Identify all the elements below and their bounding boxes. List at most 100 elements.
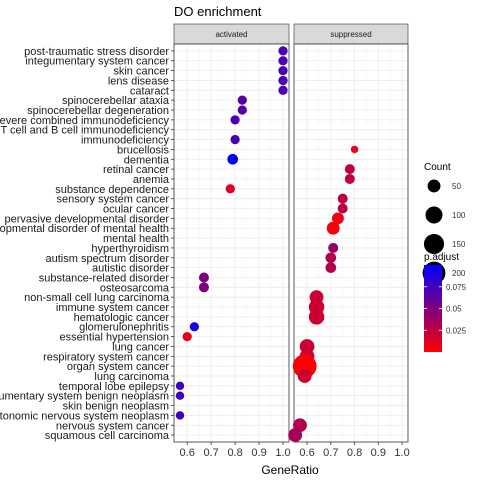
data-point	[227, 153, 239, 165]
y-tick-label: organ system cancer	[67, 361, 169, 373]
count-legend-key	[423, 233, 445, 255]
x-tick-label: 0.6	[299, 447, 314, 459]
data-point	[175, 381, 185, 391]
data-point	[237, 105, 247, 115]
x-tick-label: 0.6	[180, 447, 195, 459]
y-tick-label: substance dependence	[55, 184, 169, 196]
y-tick-label: respiratory system cancer	[43, 351, 169, 363]
y-tick-label: developmental disorder of mental health	[0, 223, 169, 235]
data-point	[182, 331, 192, 342]
y-tick-label: autistic disorder	[92, 263, 169, 275]
x-tick-label: 0.7	[203, 447, 218, 459]
data-point	[230, 115, 240, 125]
chart-title: DO enrichment	[174, 4, 262, 19]
y-tick-label: lens disease	[108, 75, 169, 87]
count-legend-key	[425, 206, 443, 224]
count-legend-label: 150	[452, 240, 466, 249]
y-tick-label: immunodeficiency	[81, 135, 170, 147]
count-legend-label: 200	[452, 269, 466, 278]
y-tick-label: mental health	[103, 233, 169, 245]
facet-strip-label: activated	[215, 30, 247, 39]
data-point	[175, 411, 185, 420]
y-tick-label: non-small cell lung carcinoma	[24, 292, 170, 304]
y-tick-label: integumentary system benign neoplasm	[0, 391, 169, 403]
y-tick-label: pervasive developmental disorder	[5, 213, 170, 225]
y-tick-label: hematologic cancer	[74, 312, 170, 324]
data-point	[288, 428, 303, 443]
data-point	[337, 203, 348, 214]
y-tick-label: integumentary system cancer	[25, 56, 169, 68]
y-tick-label: essential hypertension	[60, 332, 169, 344]
y-tick-label: autism spectrum disorder	[46, 253, 170, 265]
y-tick-label: dementia	[124, 154, 170, 166]
data-point	[325, 262, 337, 273]
y-tick-label: spinocerebellar ataxia	[62, 95, 170, 107]
x-tick-label: 0.9	[251, 447, 266, 459]
y-tick-label: cataract	[130, 85, 169, 97]
y-tick-label: skin benign neoplasm	[63, 401, 169, 413]
y-tick-label: temporal lobe epilepsy	[59, 381, 170, 393]
panel-border	[293, 43, 409, 443]
y-tick-label: glomerulonephritis	[79, 322, 169, 334]
data-point	[230, 134, 240, 145]
y-tick-label: substance-related disorder	[39, 272, 170, 284]
x-tick-label: 0.8	[347, 447, 362, 459]
data-point	[278, 85, 288, 95]
panel-background	[294, 44, 408, 442]
data-point	[297, 369, 312, 383]
y-tick-label: immune system cancer	[56, 302, 169, 314]
y-tick-label: anemia	[133, 174, 170, 186]
padjust-colorbar	[424, 265, 442, 352]
x-tick-label: 0.8	[227, 447, 242, 459]
data-point	[278, 56, 288, 66]
padjust-legend-label: 0.075	[446, 283, 467, 292]
data-point	[198, 272, 209, 283]
panel-border	[173, 43, 290, 443]
x-tick-label: 0.7	[323, 447, 338, 459]
count-legend-title: Count	[424, 162, 451, 173]
data-point	[325, 252, 337, 264]
panel-background	[174, 44, 289, 442]
y-tick-label: severe combined immunodeficiency	[0, 115, 169, 127]
data-point	[344, 164, 355, 175]
y-tick-label: combined T cell and B cell immunodeficie…	[0, 125, 169, 137]
x-axis-title: GeneRatio	[261, 463, 319, 477]
data-point	[326, 221, 340, 235]
data-point	[175, 391, 185, 400]
x-tick-label: 0.9	[371, 447, 386, 459]
data-point	[332, 212, 344, 225]
y-tick-label: brucellosis	[117, 144, 169, 156]
data-point	[337, 193, 348, 204]
data-point	[225, 184, 235, 194]
plot-area: activated 0.6 0.7 0.8 0.9 1.0 suppressed 0.6 0.7…	[0, 23, 410, 459]
data-point	[308, 309, 325, 325]
count-legend-label: 100	[452, 211, 466, 220]
count-legend-label: 50	[452, 182, 461, 191]
x-tick-label: 1.0	[275, 447, 290, 459]
data-point	[198, 282, 209, 293]
y-tick-label: osteosarcoma	[100, 282, 170, 294]
y-tick-label: ocular cancer	[103, 204, 169, 216]
data-point	[278, 65, 288, 76]
padjust-legend-label: 0.05	[446, 305, 462, 314]
data-point	[344, 173, 355, 184]
y-tick-label: autonomic nervous system neoplasm	[0, 410, 169, 422]
data-point	[328, 242, 339, 253]
data-point	[278, 46, 288, 56]
padjust-legend-title: p.adjust	[424, 252, 459, 263]
data-point	[292, 354, 317, 379]
y-tick-label: nervous system cancer	[56, 420, 169, 432]
y-tick-label: sensory system cancer	[57, 194, 170, 206]
y-tick-label: lung carcinoma	[94, 371, 169, 383]
facet-strip-label: suppressed	[330, 30, 371, 39]
data-point	[350, 145, 359, 154]
count-legend-key	[427, 179, 441, 193]
x-tick-label: 1.0	[394, 447, 409, 459]
y-tick-label: skin cancer	[113, 66, 169, 78]
y-tick-label: spinocerebellar degeneration	[27, 105, 169, 117]
padjust-legend-label: 0.025	[446, 326, 467, 335]
y-tick-label: squamous cell carcinoma	[45, 430, 170, 442]
y-tick-label: retinal cancer	[103, 164, 169, 176]
